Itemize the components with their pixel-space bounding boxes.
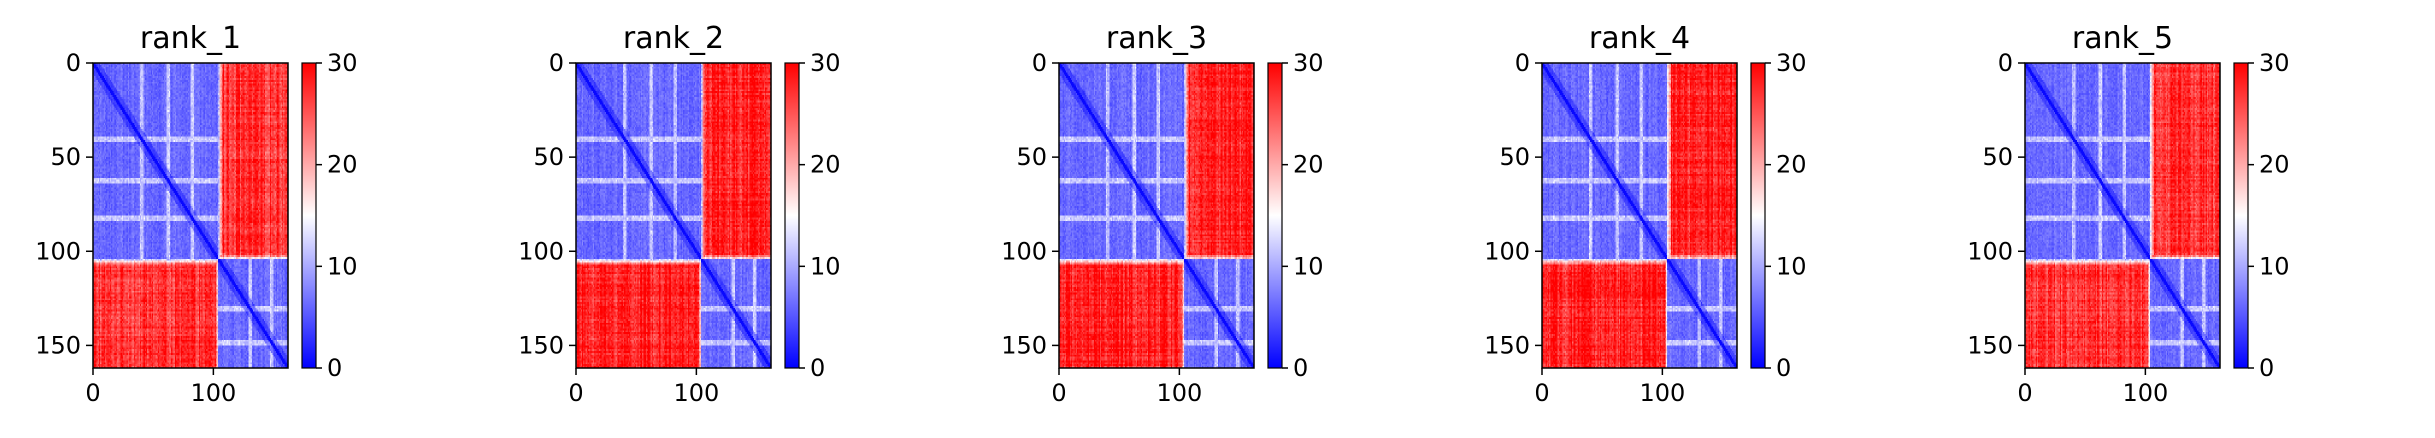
colorbar — [785, 63, 799, 368]
x-tick-label: 100 — [673, 379, 719, 407]
heatmap-image — [1059, 63, 1254, 368]
colorbar-tick-label: 20 — [1776, 151, 1807, 179]
colorbar-tick-label: 0 — [1293, 354, 1308, 382]
colorbar-tick-label: 20 — [327, 151, 358, 179]
y-tick-label: 0 — [66, 49, 81, 77]
colorbar-tick-label: 0 — [327, 354, 342, 382]
colorbar-tick-label: 10 — [1293, 252, 1324, 280]
colorbar — [1751, 63, 1765, 368]
panel-title: rank_3 — [1106, 21, 1207, 56]
y-tick-label: 0 — [1998, 49, 2013, 77]
axes-frame — [575, 62, 772, 369]
y-tick-label: 100 — [1484, 237, 1530, 265]
colorbar-tick-label: 10 — [810, 252, 841, 280]
panel-title: rank_1 — [140, 21, 241, 56]
colorbar-tick-label: 30 — [2259, 49, 2290, 77]
y-tick-label: 50 — [1499, 143, 1530, 171]
axes-frame — [1058, 62, 1255, 369]
heatmap-image — [93, 63, 288, 368]
colorbar-tick-label: 0 — [810, 354, 825, 382]
colorbar-tick-label: 10 — [1776, 252, 1807, 280]
heatmap-image — [2025, 63, 2220, 368]
colorbar-tick-label: 0 — [1776, 354, 1791, 382]
axes-frame — [2024, 62, 2221, 369]
x-tick-label: 0 — [85, 379, 100, 407]
x-tick-label: 100 — [1156, 379, 1202, 407]
x-tick-label: 100 — [2122, 379, 2168, 407]
colorbar-tick-label: 20 — [810, 151, 841, 179]
colorbar-tick-label: 30 — [1293, 49, 1324, 77]
axes-frame — [1541, 62, 1738, 369]
colorbar — [1268, 63, 1282, 368]
y-tick-label: 100 — [1001, 237, 1047, 265]
y-tick-label: 0 — [1032, 49, 1047, 77]
colorbar-frame — [2233, 62, 2249, 369]
x-tick-label: 100 — [1639, 379, 1685, 407]
colorbar-frame — [1267, 62, 1283, 369]
colorbar-frame — [784, 62, 800, 369]
y-tick-label: 50 — [50, 143, 81, 171]
x-tick-label: 0 — [1534, 379, 1549, 407]
y-tick-label: 150 — [1484, 331, 1530, 359]
colorbar-tick-label: 20 — [1293, 151, 1324, 179]
colorbar-frame — [1750, 62, 1766, 369]
colorbar-tick-label: 0 — [2259, 354, 2274, 382]
x-tick-label: 0 — [568, 379, 583, 407]
x-tick-label: 0 — [2017, 379, 2032, 407]
y-tick-label: 50 — [1016, 143, 1047, 171]
axes-frame — [92, 62, 289, 369]
y-tick-label: 100 — [35, 237, 81, 265]
colorbar-tick-label: 10 — [327, 252, 358, 280]
panel-title: rank_4 — [1589, 21, 1690, 56]
y-tick-label: 0 — [549, 49, 564, 77]
colorbar-tick-label: 30 — [810, 49, 841, 77]
colorbar-tick-label: 10 — [2259, 252, 2290, 280]
colorbar-tick-label: 30 — [327, 49, 358, 77]
panel-title: rank_5 — [2072, 21, 2173, 56]
colorbar-tick-label: 30 — [1776, 49, 1807, 77]
y-tick-label: 100 — [518, 237, 564, 265]
y-tick-label: 150 — [35, 331, 81, 359]
y-tick-label: 150 — [518, 331, 564, 359]
colorbar-tick-label: 20 — [2259, 151, 2290, 179]
y-tick-label: 50 — [1982, 143, 2013, 171]
x-tick-label: 100 — [190, 379, 236, 407]
colorbar-frame — [301, 62, 317, 369]
y-tick-label: 100 — [1967, 237, 2013, 265]
x-tick-label: 0 — [1051, 379, 1066, 407]
y-tick-label: 50 — [533, 143, 564, 171]
y-tick-label: 150 — [1001, 331, 1047, 359]
colorbar — [302, 63, 316, 368]
panel-title: rank_2 — [623, 21, 724, 56]
heatmap-image — [1542, 63, 1737, 368]
y-tick-label: 150 — [1967, 331, 2013, 359]
colorbar — [2234, 63, 2248, 368]
y-tick-label: 0 — [1515, 49, 1530, 77]
heatmap-image — [576, 63, 771, 368]
